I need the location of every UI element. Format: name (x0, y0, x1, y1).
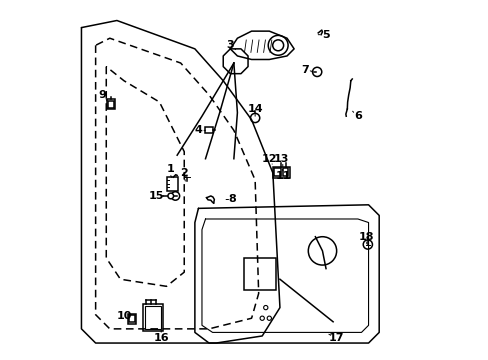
Bar (167, 177, 178, 191)
Text: 11: 11 (275, 171, 291, 181)
Text: 7: 7 (300, 65, 308, 75)
Bar (282, 168, 288, 176)
Bar (128, 314, 136, 324)
Text: 17: 17 (328, 333, 344, 343)
Text: 4: 4 (194, 125, 202, 135)
Text: 5: 5 (322, 30, 329, 40)
Bar (274, 168, 280, 176)
Text: 13: 13 (273, 154, 289, 164)
Text: 3: 3 (226, 40, 234, 50)
Bar (272, 167, 289, 177)
Text: 9: 9 (99, 90, 106, 100)
Bar (108, 100, 114, 108)
Text: 16: 16 (153, 333, 169, 343)
Bar (129, 315, 135, 323)
Text: 6: 6 (353, 111, 361, 121)
Text: 10: 10 (116, 311, 131, 321)
Text: 18: 18 (358, 232, 374, 242)
Text: 1: 1 (166, 165, 174, 174)
Text: 15: 15 (148, 191, 163, 201)
Bar (107, 99, 115, 109)
Bar (244, 258, 276, 290)
Text: 12: 12 (261, 154, 277, 164)
Text: 8: 8 (228, 194, 236, 204)
Bar (145, 306, 161, 329)
Text: 14: 14 (247, 104, 263, 114)
Bar (204, 127, 212, 133)
Circle shape (167, 193, 173, 199)
Bar (143, 304, 163, 330)
Text: 2: 2 (180, 168, 188, 178)
